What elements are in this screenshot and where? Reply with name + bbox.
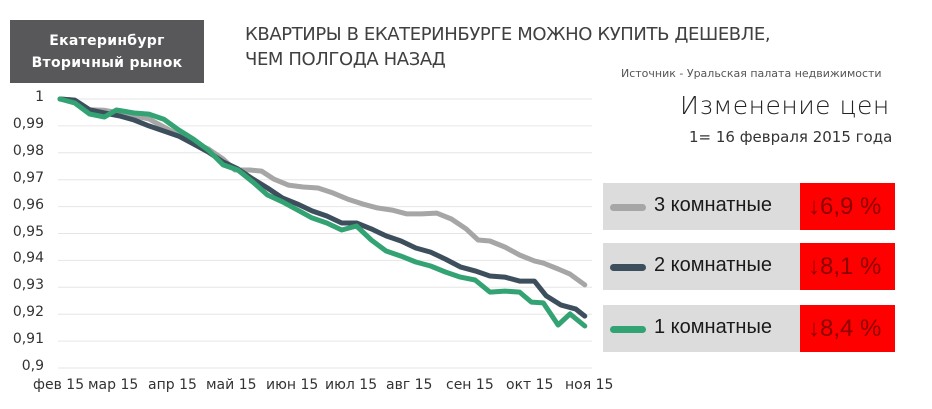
legend-item-3-room: 3 комнатные ↓6,9 % — [603, 183, 895, 230]
y-tick-label: 0,9 — [21, 358, 44, 374]
market-type: Вторичный рынок — [31, 55, 183, 71]
change-badge: ↓6,9 % — [800, 183, 895, 230]
y-tick-label: 0,92 — [12, 304, 44, 321]
legend-swatch-dark-icon — [610, 264, 646, 271]
y-tick-label: 0,99 — [12, 115, 44, 132]
legend-swatch-gray-icon — [610, 204, 646, 211]
city-name: Екатеринбург — [49, 33, 165, 49]
y-tick-label: 0,98 — [12, 142, 44, 159]
change-badge: ↓8,1 % — [800, 243, 895, 290]
y-tick-label: 0,94 — [12, 250, 44, 267]
x-tick-label: сен 15 — [446, 377, 494, 393]
y-tick-label: 0,96 — [12, 196, 44, 213]
chart-subtitle: 1= 16 февраля 2015 года — [689, 128, 893, 146]
page-title: КВАРТИРЫ В ЕКАТЕРИНБУРГЕ МОЖНО КУПИТЬ ДЕ… — [245, 22, 771, 72]
series-line-2-room — [57, 96, 588, 319]
x-tick-label: фев 15 — [33, 377, 85, 393]
y-tick-label: 0,91 — [12, 331, 44, 348]
y-tick-label: 0,97 — [12, 169, 44, 186]
legend-label: 1 комнатные — [654, 316, 772, 338]
chart-title: Изменение цен — [680, 91, 890, 120]
x-tick-label: авг 15 — [386, 377, 433, 393]
x-tick-label: ноя 15 — [565, 377, 614, 393]
y-tick-label: 0,95 — [12, 223, 44, 240]
x-tick-label: мар 15 — [88, 377, 139, 393]
x-tick-label: июл 15 — [325, 377, 378, 393]
x-tick-label: июн 15 — [266, 377, 319, 393]
headline-line-2: ЧЕМ ПОЛГОДА НАЗАД — [245, 49, 446, 70]
legend-item-2-room: 2 комнатные ↓8,1 % — [603, 243, 895, 290]
legend-swatch-green-icon — [610, 326, 646, 333]
legend-item-1-room: 1 комнатные ↓8,4 % — [603, 305, 895, 352]
y-tick-label: 0,93 — [12, 277, 44, 294]
series-line-1-room — [57, 96, 588, 329]
x-tick-label: май 15 — [206, 377, 257, 393]
x-tick-label: окт 15 — [506, 377, 554, 393]
x-tick-label: апр 15 — [148, 377, 197, 393]
series-line-3-room — [57, 96, 588, 288]
city-market-label: Екатеринбург Вторичный рынок — [10, 20, 204, 83]
source-note: Источник - Уральская палата недвижимости — [621, 67, 882, 80]
headline-line-1: КВАРТИРЫ В ЕКАТЕРИНБУРГЕ МОЖНО КУПИТЬ ДЕ… — [245, 24, 771, 45]
change-badge: ↓8,4 % — [800, 305, 895, 352]
y-tick-label: 1 — [35, 89, 44, 105]
legend-label: 2 комнатные — [654, 254, 772, 276]
legend-label: 3 комнатные — [654, 194, 772, 216]
